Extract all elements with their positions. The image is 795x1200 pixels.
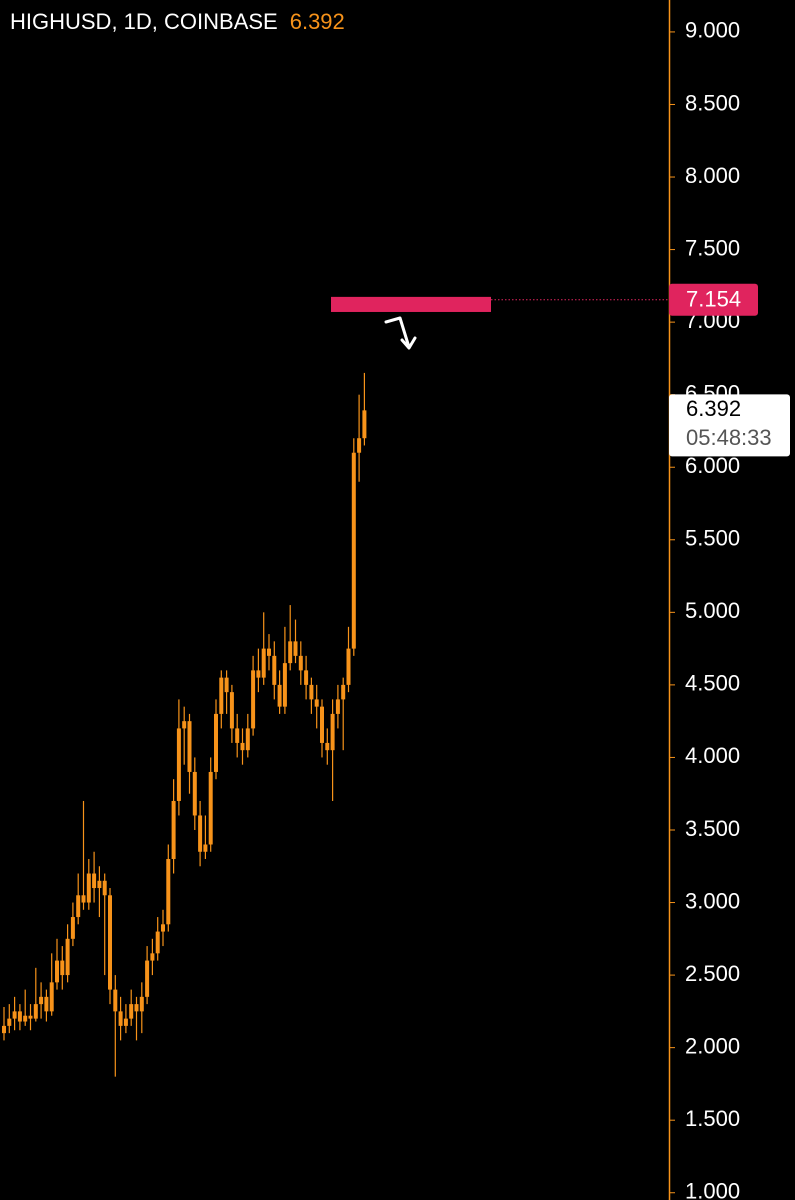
y-tick-label: 9.000	[685, 18, 740, 43]
candle-body	[65, 938, 70, 976]
candle-body	[235, 728, 240, 743]
candle-body	[155, 931, 160, 954]
candle-body	[28, 1015, 33, 1019]
candle-body	[298, 655, 303, 671]
candle-body	[314, 699, 319, 707]
candle-body	[113, 989, 118, 1012]
candle-body	[76, 895, 81, 918]
candle-body	[129, 1004, 134, 1019]
y-tick-label: 5.000	[685, 598, 740, 623]
y-tick-label: 5.500	[685, 526, 740, 551]
candle-body	[320, 706, 324, 743]
candle-body	[145, 960, 150, 997]
y-tick-label: 1.500	[685, 1106, 740, 1131]
candle-body	[272, 655, 277, 685]
candle-body	[166, 859, 171, 925]
y-tick-label: 3.000	[685, 888, 740, 913]
candle-body	[139, 996, 144, 1012]
candle-body	[309, 684, 314, 700]
candle-body	[357, 438, 362, 453]
candle-body	[341, 684, 346, 700]
y-tick-label: 2.000	[685, 1033, 740, 1058]
candle-body	[224, 677, 229, 693]
candle-body	[86, 873, 91, 903]
candle-body	[176, 728, 181, 801]
candle-body	[288, 641, 293, 664]
candle-body	[55, 960, 59, 983]
candle-body	[7, 1018, 12, 1026]
drawing-arrow	[384, 316, 417, 350]
candle-body	[161, 924, 165, 932]
candle-body	[304, 670, 309, 685]
candle-body	[33, 1004, 38, 1019]
alert-label: 7.154	[686, 287, 741, 312]
candle-body	[12, 1011, 17, 1019]
y-tick-label: 7.500	[685, 235, 740, 260]
last-price: 6.392	[290, 9, 345, 34]
candle-body	[92, 873, 97, 889]
plot-area	[2, 296, 669, 1077]
candle-body	[60, 960, 65, 976]
candle-body	[267, 648, 271, 656]
y-tick-label: 2.500	[685, 961, 740, 986]
candle-body	[330, 713, 335, 751]
candle-body	[203, 844, 208, 852]
candle-body	[102, 880, 107, 896]
candle-body	[282, 663, 287, 707]
y-tick-label: 3.500	[685, 816, 740, 841]
candle-body	[150, 953, 155, 961]
candle-body	[229, 692, 234, 729]
candle-body	[245, 728, 250, 751]
y-tick-label: 4.000	[685, 743, 740, 768]
candle-body	[261, 648, 266, 678]
candle-body	[240, 742, 245, 751]
y-tick-label: 4.500	[685, 671, 740, 696]
candle-body	[219, 677, 224, 714]
candle-body	[277, 684, 282, 707]
candle-body	[351, 452, 356, 649]
candle-body	[108, 895, 112, 990]
y-tick-label: 6.000	[685, 453, 740, 478]
candle-body	[39, 996, 44, 1005]
candle-body	[134, 1004, 139, 1012]
candle-body	[123, 1018, 128, 1026]
candle-body	[70, 917, 75, 939]
price-label-box	[669, 394, 790, 457]
candle-body	[81, 895, 86, 903]
candle-body	[23, 1015, 28, 1022]
y-tick-label: 1.000	[685, 1179, 740, 1200]
candle-body	[171, 800, 176, 860]
candle-body	[251, 670, 256, 729]
countdown-label: 05:48:33	[686, 425, 772, 450]
candle-body	[44, 996, 49, 1012]
candle-body	[362, 410, 367, 439]
candle-body	[256, 670, 261, 678]
candle-body	[198, 815, 203, 852]
y-tick-label: 8.500	[685, 90, 740, 115]
candle-body	[17, 1011, 22, 1022]
candle-body	[293, 641, 298, 656]
candle-body	[335, 699, 340, 714]
chart-title: HIGHUSD, 1D, COINBASE	[10, 9, 278, 34]
candle-body	[187, 721, 192, 772]
candle-body	[325, 742, 330, 751]
candle-body	[192, 771, 197, 816]
price-label: 6.392	[686, 396, 741, 421]
candle-body	[97, 880, 102, 889]
candle-body	[118, 1011, 123, 1026]
y-tick-label: 8.000	[685, 163, 740, 188]
zone-rect	[331, 296, 491, 312]
candle-body	[2, 1025, 6, 1034]
candle-body	[182, 721, 187, 729]
candle-body	[49, 982, 54, 1012]
price-axis: 9.0008.5008.0007.5007.0006.5006.0005.500…	[669, 18, 790, 1200]
candle-body	[346, 648, 351, 685]
candle-body	[208, 771, 213, 845]
alert-label-box	[669, 283, 758, 316]
candle-body	[214, 713, 218, 772]
